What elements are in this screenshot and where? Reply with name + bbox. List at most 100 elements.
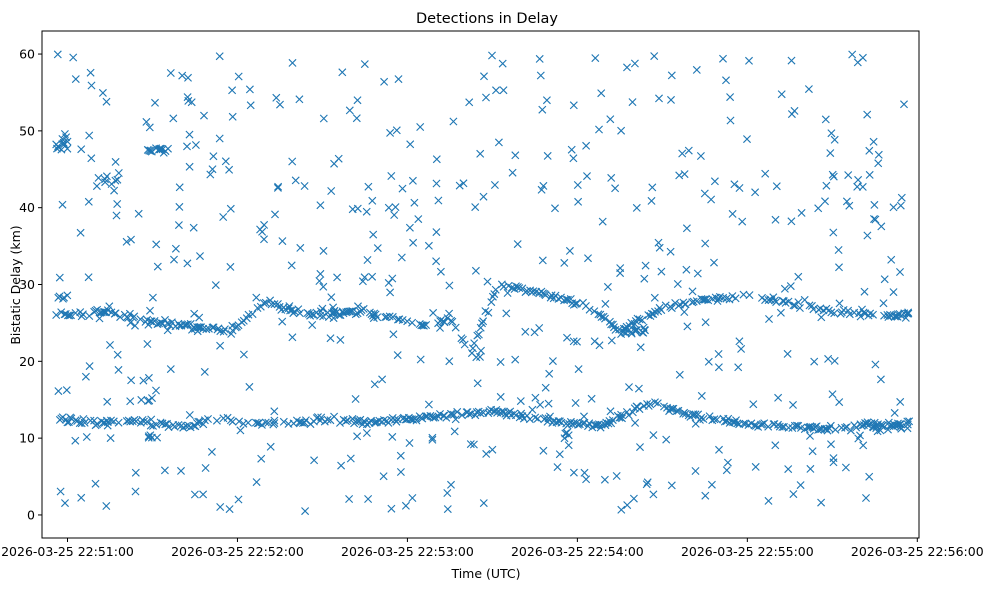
detection-marker [396, 468, 405, 476]
detection-marker [642, 480, 651, 489]
detection-marker [738, 217, 747, 226]
detection-marker [55, 273, 64, 282]
scatter-markers [52, 50, 914, 516]
detection-marker [418, 321, 427, 330]
detection-marker [541, 291, 550, 300]
detection-marker [308, 321, 317, 329]
detection-marker [455, 181, 464, 190]
detection-marker [666, 247, 675, 256]
detection-marker [480, 72, 488, 81]
detection-marker [195, 313, 204, 322]
detection-marker [52, 311, 61, 319]
detection-marker [828, 390, 837, 399]
detection-marker [103, 421, 112, 430]
detection-marker [571, 399, 580, 407]
detection-marker [98, 88, 107, 97]
detection-marker [200, 367, 209, 376]
detection-marker [597, 89, 606, 98]
detection-marker [863, 110, 872, 119]
detection-marker [502, 309, 511, 318]
detection-marker [777, 90, 786, 99]
detection-marker [735, 337, 744, 346]
detection-marker [496, 358, 505, 366]
detection-marker [386, 288, 395, 297]
detection-marker [391, 203, 400, 212]
detection-marker [333, 273, 342, 282]
detection-marker [779, 422, 788, 431]
detection-marker [153, 262, 162, 271]
detection-marker [491, 285, 500, 294]
detection-marker [163, 326, 172, 335]
detection-marker [102, 97, 111, 106]
detection-marker [863, 418, 872, 427]
detection-marker [126, 318, 135, 327]
detection-marker [60, 130, 69, 138]
detection-marker [873, 427, 882, 436]
detection-marker [565, 246, 574, 255]
detection-marker [517, 409, 526, 418]
detection-marker [508, 168, 517, 177]
detection-marker [483, 277, 492, 286]
detection-marker [569, 154, 578, 163]
detection-marker [858, 53, 867, 62]
detection-marker [650, 293, 659, 302]
detection-marker [574, 197, 583, 206]
detection-marker [139, 376, 148, 385]
detection-marker [387, 504, 396, 513]
detection-marker [398, 316, 407, 324]
detection-marker [379, 472, 388, 481]
detection-marker [824, 354, 833, 363]
detection-marker [896, 268, 904, 276]
detection-marker [445, 309, 454, 318]
detection-marker [854, 175, 863, 184]
detection-marker [722, 76, 730, 85]
detection-marker [465, 98, 474, 107]
detection-marker [538, 105, 547, 114]
detection-marker [228, 112, 237, 121]
detection-marker [337, 461, 346, 470]
detection-marker [710, 177, 719, 186]
detection-marker [77, 493, 86, 502]
detection-marker [634, 384, 643, 393]
detection-marker [216, 327, 225, 336]
detection-marker [852, 423, 861, 432]
detection-marker [563, 333, 571, 342]
detection-marker [651, 398, 659, 407]
detection-marker [92, 182, 101, 191]
y-tick-label: 0 [27, 507, 35, 522]
detection-marker [827, 440, 835, 449]
detection-marker [829, 228, 838, 237]
detection-marker [889, 203, 898, 212]
detection-marker [63, 291, 72, 300]
detection-marker [841, 463, 850, 472]
detection-marker [131, 468, 140, 477]
detection-marker [412, 416, 421, 425]
detection-marker [288, 58, 297, 67]
detection-marker [800, 295, 809, 304]
detection-marker [226, 262, 235, 271]
detection-marker [830, 356, 839, 365]
detection-marker [635, 315, 644, 324]
detection-marker [723, 458, 732, 467]
detection-marker [743, 135, 751, 144]
detection-marker [436, 267, 445, 276]
detection-marker [351, 310, 360, 319]
detection-marker [239, 350, 248, 359]
detection-marker [270, 416, 279, 425]
detection-marker [432, 257, 441, 266]
detection-marker [751, 462, 760, 471]
detection-marker [364, 182, 373, 191]
detection-marker [432, 155, 441, 164]
detection-marker [385, 312, 394, 321]
detection-marker [701, 239, 710, 248]
detection-marker [573, 337, 581, 346]
plot-area-frame [41, 30, 920, 539]
detection-marker [821, 115, 830, 124]
detection-marker [183, 320, 192, 329]
detection-marker [458, 411, 466, 420]
detection-marker [142, 117, 151, 126]
detection-marker [85, 362, 94, 371]
detection-marker [661, 301, 670, 310]
detection-marker [319, 246, 328, 255]
detection-marker [62, 386, 71, 395]
